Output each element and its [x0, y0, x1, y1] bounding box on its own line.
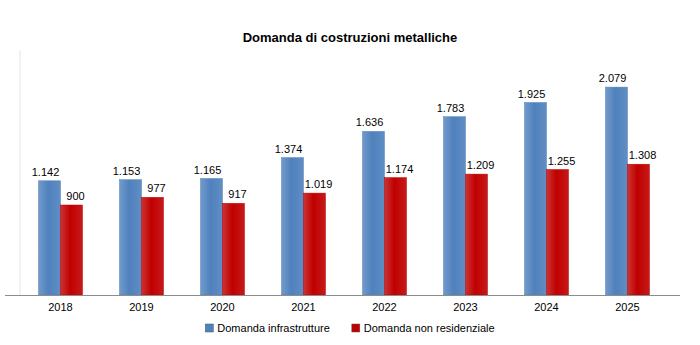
data-label: 2.079 — [599, 72, 627, 84]
bar — [120, 180, 142, 295]
bar — [385, 178, 407, 295]
data-label: 1.255 — [548, 155, 576, 167]
bar — [444, 117, 466, 295]
x-tick-label: 2020 — [210, 301, 234, 313]
data-label: 1.308 — [629, 149, 657, 161]
x-tick-label: 2019 — [129, 301, 153, 313]
data-label: 1.174 — [386, 163, 414, 175]
data-label: 1.153 — [113, 165, 141, 177]
bar — [61, 205, 83, 295]
legend-swatch — [352, 324, 360, 332]
x-tick-label: 2021 — [291, 301, 315, 313]
legend-swatch — [205, 324, 213, 332]
bar — [525, 103, 547, 296]
bar — [39, 181, 61, 295]
bar — [304, 193, 326, 295]
data-label: 1.636 — [356, 116, 384, 128]
bar — [628, 164, 650, 295]
data-label: 1.165 — [194, 164, 222, 176]
data-label: 900 — [66, 190, 84, 202]
legend-label: Domanda non residenziale — [364, 322, 495, 334]
x-tick-label: 2022 — [372, 301, 396, 313]
x-tick-label: 2024 — [534, 301, 558, 313]
bar — [363, 131, 385, 295]
data-labels: 1.142 1.153 1.165 1.374 1.636 1.783 1.925 2.079… — [32, 72, 657, 202]
chart-svg: Domanda di costruzioni metalliche1.1421.… — [0, 0, 700, 345]
bar — [282, 158, 304, 295]
bar — [142, 197, 164, 295]
data-label: 1.142 — [32, 166, 60, 178]
bar — [466, 174, 488, 295]
bar — [547, 170, 569, 296]
x-axis-line — [5, 295, 680, 296]
chart-title: Domanda di costruzioni metalliche — [243, 30, 458, 45]
x-tick-label: 2018 — [48, 301, 72, 313]
data-label: 1.209 — [467, 159, 495, 171]
data-label: 977 — [147, 182, 165, 194]
bar — [223, 203, 245, 295]
data-label: 917 — [228, 188, 246, 200]
legend: Domanda infrastrutture Domanda non reside… — [205, 322, 494, 334]
data-label: 1.019 — [305, 178, 333, 190]
bar — [201, 179, 223, 296]
x-tick-label: 2025 — [615, 301, 639, 313]
bar — [606, 87, 628, 295]
legend-label: Domanda infrastrutture — [217, 322, 330, 334]
data-label: 1.783 — [437, 102, 465, 114]
x-tick-label: 2023 — [453, 301, 477, 313]
chart-container: Domanda di costruzioni metalliche1.1421.… — [0, 0, 700, 345]
data-label: 1.374 — [275, 143, 303, 155]
data-label: 1.925 — [518, 88, 546, 100]
y-axis-line — [20, 50, 21, 295]
bars — [39, 87, 650, 295]
